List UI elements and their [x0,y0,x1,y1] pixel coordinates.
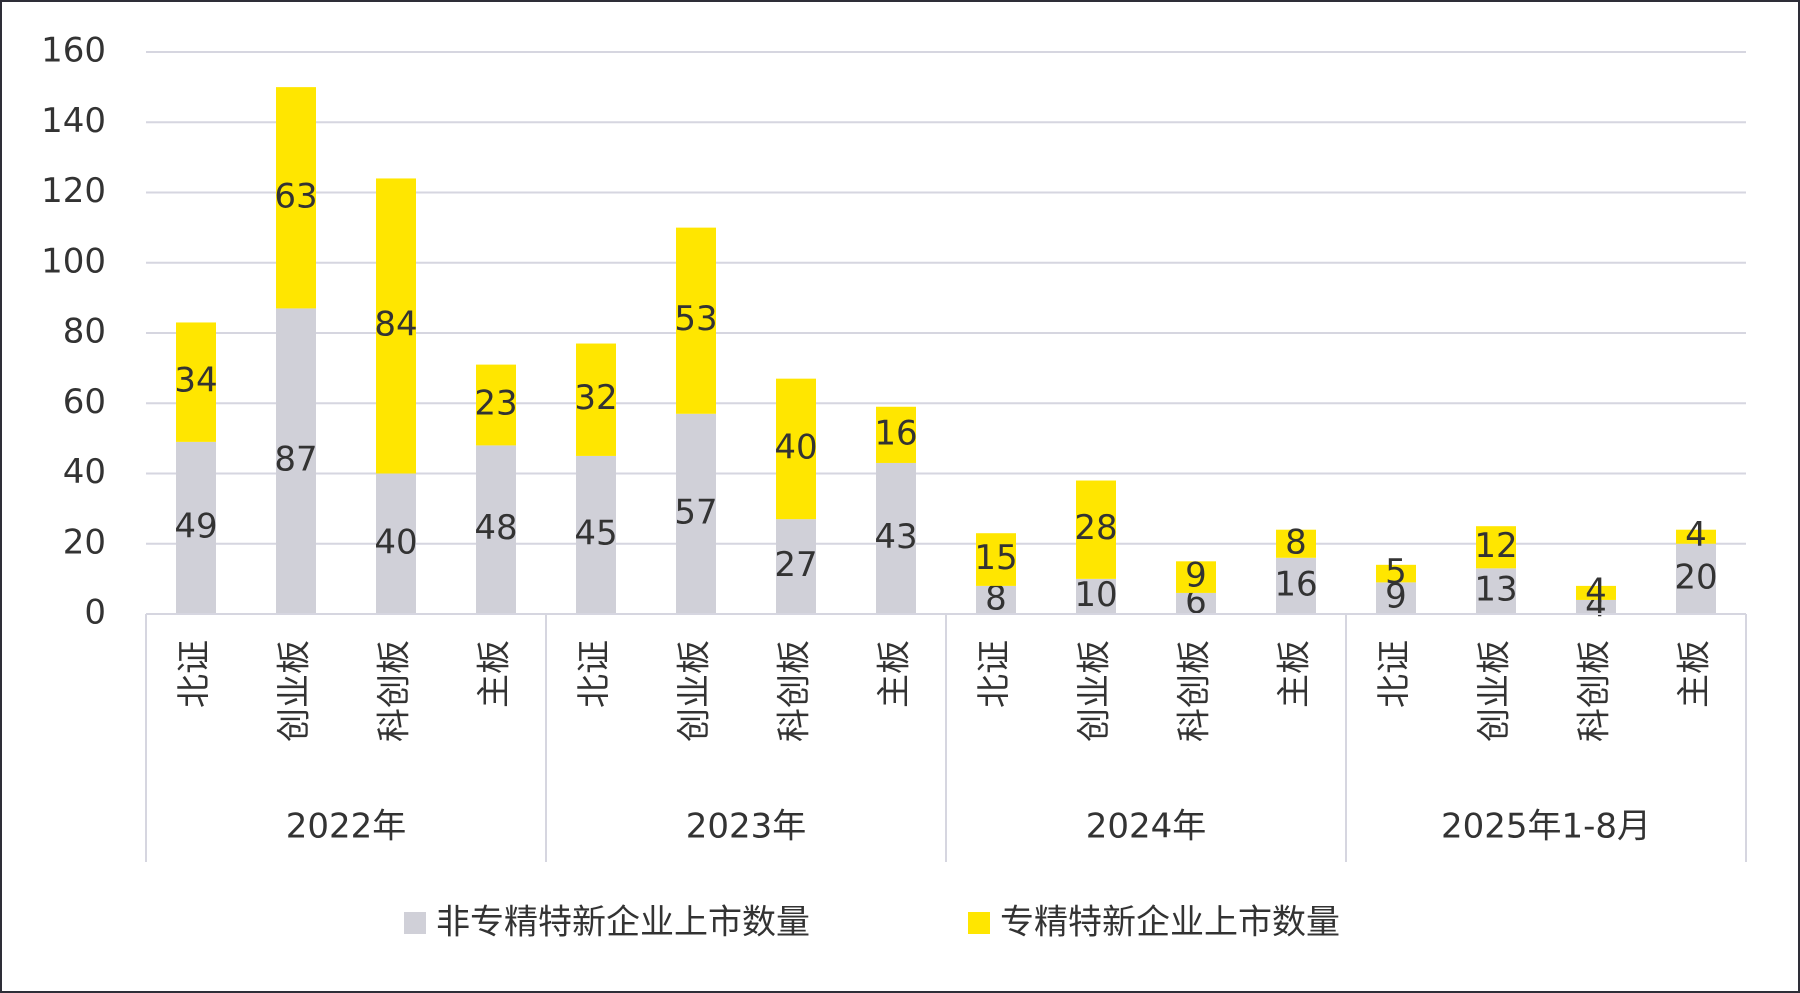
value-label: 27 [774,545,817,585]
bar-segment [476,445,516,614]
x-tick-label: 创业板 [1075,640,1115,742]
bar-segment [976,585,1016,614]
bar-segment [1376,582,1416,614]
y-tick-label: 100 [41,241,106,281]
bar-segment [776,519,816,614]
y-tick-label: 40 [63,452,106,492]
group-label: 2025年1-8月 [1441,807,1651,847]
x-tick-label: 北证 [1375,640,1415,708]
bar-segment [376,178,416,474]
value-label: 15 [974,538,1017,578]
bar-segment [1476,526,1516,569]
value-label: 8 [1285,522,1307,562]
bar-segment [676,227,716,414]
value-label: 48 [474,508,517,548]
value-label: 40 [374,522,417,562]
value-label: 12 [1474,526,1517,566]
value-label: 10 [1074,575,1117,615]
bar-segment [1376,564,1416,583]
value-label: 34 [174,361,217,401]
value-label: 28 [1074,508,1117,548]
x-tick-label: 创业板 [675,640,715,742]
value-label: 13 [1474,570,1517,610]
y-tick-label: 160 [41,31,106,71]
y-tick-label: 120 [41,171,106,211]
value-label: 9 [1185,556,1207,596]
x-tick-label: 科创板 [1575,640,1615,742]
bar-segment [1476,568,1516,614]
value-label: 45 [574,513,617,553]
x-tick-label: 科创板 [375,640,415,742]
bar-segment [476,364,516,446]
y-tick-label: 80 [63,312,106,352]
group-label: 2024年 [1086,807,1207,847]
x-tick-label: 主板 [1275,640,1315,708]
value-label: 87 [274,440,317,480]
legend-label: 专精特新企业上市数量 [1000,903,1340,943]
x-tick-label: 北证 [175,640,215,708]
bar-segment [1576,599,1616,614]
y-tick-label: 60 [63,382,106,422]
bar-segment [376,473,416,614]
value-label: 4 [1585,571,1607,611]
x-tick-label: 科创板 [1175,640,1215,742]
x-tick-label: 北证 [975,640,1015,708]
bar-segment [1076,578,1116,614]
bar-segment [176,322,216,442]
y-tick-label: 140 [41,101,106,141]
x-tick-label: 北证 [575,640,615,708]
bar-segment [576,455,616,614]
bar-segment [1176,561,1216,593]
value-label: 23 [474,384,517,424]
y-tick-label: 20 [63,522,106,562]
value-label: 16 [1274,564,1317,604]
bar-segment [576,343,616,456]
legend-swatch [404,912,426,934]
group-label: 2022年 [286,807,407,847]
y-tick-label: 0 [84,593,106,633]
bar-segment [176,441,216,614]
bar-segment [1076,480,1116,579]
bar-segment [276,87,316,309]
bar-segment [1576,585,1616,600]
value-label: 53 [674,299,717,339]
value-label: 43 [874,517,917,557]
bar-segment [1676,529,1716,544]
legend-swatch [968,912,990,934]
bar-segment [276,308,316,614]
x-tick-label: 科创板 [775,640,815,742]
value-label: 49 [174,506,217,546]
bar-segment [1276,557,1316,614]
x-tick-label: 主板 [875,640,915,708]
bar-segment [1276,529,1316,558]
value-label: 63 [274,176,317,216]
x-tick-label: 创业板 [275,640,315,742]
value-label: 20 [1674,557,1717,597]
bar-segment [876,462,916,614]
bar-segment [1676,543,1716,614]
value-label: 57 [674,492,717,532]
value-label: 84 [374,304,417,344]
value-label: 4 [1685,515,1707,555]
x-tick-label: 主板 [475,640,515,708]
value-label: 9 [1385,577,1407,617]
bar-segment [976,533,1016,586]
value-label: 5 [1385,552,1407,592]
group-label: 2023年 [686,807,807,847]
bar-segment [776,378,816,520]
value-label: 32 [574,378,617,418]
value-label: 8 [985,578,1007,618]
bar-segment [676,413,716,614]
value-label: 40 [774,427,817,467]
x-tick-label: 创业板 [1475,640,1515,742]
bar-segment [876,406,916,463]
x-tick-label: 主板 [1675,640,1715,708]
legend-label: 非专精特新企业上市数量 [436,903,810,943]
value-label: 16 [874,413,917,453]
bar-segment [1176,592,1216,614]
